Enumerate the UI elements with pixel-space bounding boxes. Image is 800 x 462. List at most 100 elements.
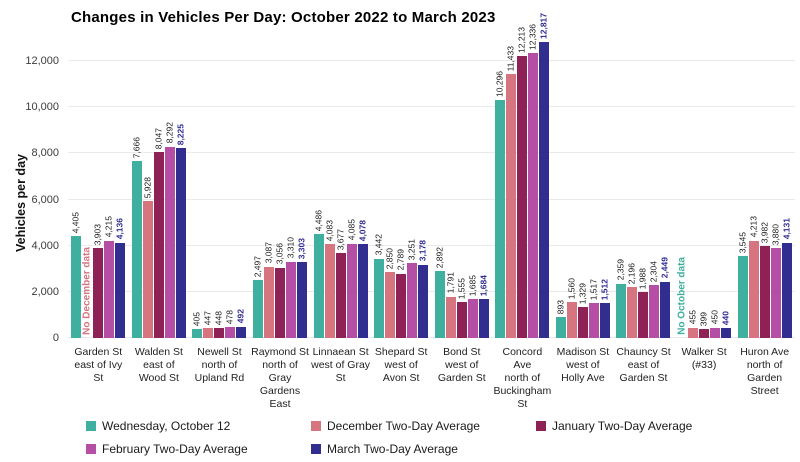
bar-value-label: 405 <box>191 311 202 326</box>
bar-value-label: 1,512 <box>599 278 610 301</box>
bar-slot: 3,251 <box>407 61 418 338</box>
bar <box>539 42 550 338</box>
bar <box>164 146 175 338</box>
bar <box>588 303 599 338</box>
bar-slot: 893 <box>555 61 566 338</box>
bar-group: 10,296 11,433 12,213 12,336 12,817 <box>492 13 553 338</box>
legend-label: March Two-Day Average <box>327 442 458 456</box>
bar-slot: 1,329 <box>577 61 588 338</box>
bar <box>313 234 324 338</box>
legend-label: December Two-Day Average <box>327 419 480 433</box>
bar-slot: 3,677 <box>335 61 346 338</box>
gridline <box>68 198 795 200</box>
bar-value-label: 3,087 <box>263 242 274 264</box>
bar-value-label: 2,304 <box>648 260 659 282</box>
bar <box>456 302 467 338</box>
legend-swatch <box>311 421 321 431</box>
bar-value-label: 440 <box>720 310 731 325</box>
bar-value-label: 4,085 <box>346 219 357 241</box>
bar-value-label: 3,442 <box>373 234 384 256</box>
bar-value-label: 4,136 <box>114 218 125 240</box>
bar <box>467 299 478 338</box>
legend-swatch <box>86 444 96 454</box>
bar-value-label: 450 <box>709 310 720 325</box>
bar <box>335 253 346 338</box>
bar-slot: 3,087 <box>263 61 275 338</box>
bar-slot: 4,083 <box>324 61 335 338</box>
bar-value-label: 12,213 <box>516 27 527 54</box>
gridline <box>68 244 795 246</box>
bar <box>599 303 610 338</box>
bar-value-label: 1,329 <box>577 283 588 305</box>
bar-slot: 10,296 <box>495 61 506 338</box>
bar-value-label: 3,056 <box>274 243 285 265</box>
bar-value-label: 448 <box>213 310 224 325</box>
bar-value-label: 8,292 <box>164 122 175 144</box>
bar-value-label: 4,215 <box>103 216 114 238</box>
y-axis-tick-label: 4,000 <box>31 239 59 252</box>
bar-value-label: 492 <box>235 309 246 324</box>
bar <box>495 100 506 338</box>
bar <box>131 161 142 338</box>
bar-slot: 1,791 <box>445 61 456 338</box>
legend-item: March Two-Day Average <box>311 442 536 456</box>
bar-group: 3,545 4,213 3,982 3,880 4,131 <box>734 61 795 338</box>
y-axis-tick-label: 10,000 <box>25 101 59 114</box>
x-axis-labels: Garden St east of Ivy St Walden St east of Wo… <box>68 346 795 411</box>
bar-slot: 2,449 <box>659 61 671 338</box>
legend-item: Wednesday, October 12 <box>86 419 311 433</box>
bar-group: 2,497 3,087 3,056 3,310 3,303 <box>250 61 311 338</box>
bar-slot: No October data <box>677 61 688 338</box>
bar-slot: 2,892 <box>434 61 445 338</box>
bar-slot: 399 <box>699 61 710 338</box>
bar-slot: 447 <box>203 61 214 338</box>
x-axis-category-label: Bond St west of Garden St <box>437 346 486 384</box>
bar-slot: 8,292 <box>164 61 175 338</box>
bar-slot: 2,789 <box>395 61 407 338</box>
bar-slot: 2,497 <box>252 61 264 338</box>
bar-value-label: 1,517 <box>588 278 599 300</box>
bar-slot: 1,512 <box>599 61 610 338</box>
bar-slot: 4,136 <box>114 61 126 338</box>
bar-slot: 3,982 <box>759 61 770 338</box>
bar-group: No October data 455 399 450 440 <box>674 61 735 338</box>
legend-swatch <box>536 421 546 431</box>
bar-slot: 1,560 <box>566 61 577 338</box>
bar <box>203 327 214 338</box>
bar <box>407 263 418 338</box>
bar-value-label: 1,555 <box>456 277 467 300</box>
bar-value-label: 2,449 <box>659 257 670 279</box>
x-axis-category-label: Chauncy St east of Garden St <box>616 346 671 384</box>
bar-slot: 4,078 <box>357 61 368 338</box>
bar-slot: 448 <box>213 61 225 338</box>
bar-slot: 1,988 <box>638 61 649 338</box>
bar <box>104 240 115 338</box>
bar-value-label: 3,903 <box>92 223 103 245</box>
bar-slot: 12,213 <box>517 27 528 338</box>
bar-value-label: 1,560 <box>566 277 577 299</box>
x-axis-category-label: Huron Ave north of Garden Street <box>740 346 790 397</box>
bar-value-label: 2,497 <box>252 256 263 278</box>
bar-group: 3,442 2,850 2,789 3,251 3,178 <box>371 61 432 338</box>
bar <box>627 287 638 338</box>
bar-slot: 478 <box>225 61 236 338</box>
bar-group: 2,892 1,791 1,555 1,685 1,684 <box>431 61 492 338</box>
bar <box>346 243 357 338</box>
bar <box>566 302 577 338</box>
x-axis-category-label: Walden St east of Wood St <box>134 346 183 384</box>
bar-slot: 3,903 <box>92 61 104 338</box>
bar-slot: 1,555 <box>456 61 467 338</box>
bar <box>264 266 275 338</box>
bar <box>225 327 236 338</box>
bar-value-label: 2,789 <box>395 249 406 271</box>
missing-data-note: No December data <box>81 247 93 335</box>
legend-swatch <box>311 444 321 454</box>
bar-value-label: 1,684 <box>478 274 489 297</box>
bar-slot: 1,517 <box>588 61 599 338</box>
bar-value-label: 3,982 <box>759 221 770 244</box>
bar <box>175 148 186 338</box>
bar-slot: 4,131 <box>781 61 792 338</box>
x-axis-category-label: Newell St north of Upland Rd <box>194 346 245 384</box>
bar-value-label: 11,433 <box>505 45 516 72</box>
bar-slot: 8,225 <box>175 61 186 338</box>
